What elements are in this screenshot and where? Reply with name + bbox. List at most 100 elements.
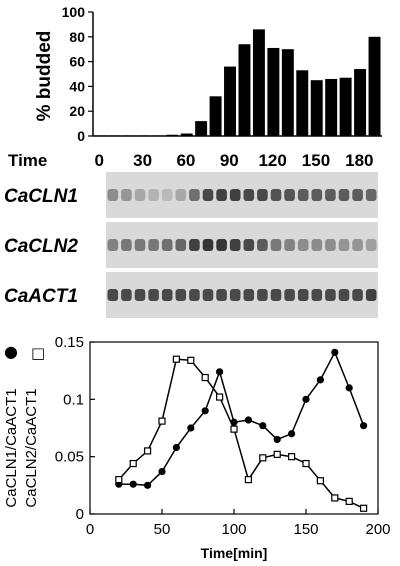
blot-band xyxy=(202,239,214,251)
time-tick-label: 150 xyxy=(302,151,330,170)
line-x-tick-label: 100 xyxy=(221,521,246,538)
blot-band xyxy=(216,239,227,251)
blot-background xyxy=(106,172,378,218)
blot-band xyxy=(325,239,336,251)
blot-band xyxy=(352,239,363,251)
ratio-line-chart: 0 50 100 150 200 0 0.05 0.1 0.15 Time[min] CaCLN… xyxy=(3,334,391,561)
bar xyxy=(368,36,381,136)
bar-y-tick-label: 40 xyxy=(69,78,85,94)
point-open-square xyxy=(244,476,252,484)
blot-label: CaCLN1 xyxy=(4,186,78,207)
point-filled-circle xyxy=(129,480,137,488)
point-open-square xyxy=(172,355,180,363)
bar-y-tick-label: 0 xyxy=(77,128,85,144)
bar xyxy=(296,70,309,136)
blot-band xyxy=(270,239,282,251)
budded-bar-chart: % budded 0 20 40 60 80 100 xyxy=(34,4,382,144)
point-filled-circle xyxy=(158,467,166,476)
point-open-square xyxy=(187,356,195,364)
time-tick-label: 0 xyxy=(94,151,103,170)
blot-band xyxy=(148,239,159,251)
blot-band xyxy=(161,189,173,201)
line-series xyxy=(115,348,368,512)
line-ylabel-1: CaCLN1/CaACT1 xyxy=(3,388,20,507)
bar xyxy=(180,133,193,136)
blot-band xyxy=(297,289,309,301)
point-open-square xyxy=(216,393,224,401)
point-filled-circle xyxy=(259,422,267,430)
series-line-filled-circle xyxy=(118,350,365,487)
blot-band xyxy=(121,189,132,201)
blot-band xyxy=(257,189,268,201)
blot-band xyxy=(257,289,268,301)
blot-band xyxy=(284,189,295,201)
blot-band xyxy=(338,239,350,251)
point-open-square xyxy=(273,450,281,458)
point-open-square xyxy=(129,459,137,468)
point-open-square xyxy=(259,454,267,462)
point-open-square xyxy=(360,504,368,512)
point-filled-circle xyxy=(345,384,353,392)
blot-band xyxy=(284,239,295,251)
time-tick-label: 60 xyxy=(176,151,195,170)
point-open-square xyxy=(302,459,310,468)
blot-band xyxy=(161,289,173,301)
line-y-tick-label: 0.05 xyxy=(55,449,84,466)
blot-band xyxy=(325,289,336,301)
point-open-square xyxy=(331,494,339,502)
blot-background xyxy=(106,222,378,268)
point-open-square xyxy=(230,425,238,433)
bar xyxy=(195,121,208,136)
blot-band xyxy=(134,189,146,201)
blot-band xyxy=(216,289,227,301)
blot-band xyxy=(257,239,268,251)
blot-label: CaCLN2 xyxy=(4,236,78,257)
bar xyxy=(209,96,222,136)
point-filled-circle xyxy=(216,368,224,376)
line-axes: 0 50 100 150 200 0 0.05 0.1 0.15 xyxy=(55,334,391,538)
point-filled-circle xyxy=(144,481,152,489)
point-filled-circle xyxy=(331,348,339,356)
bar xyxy=(252,29,265,136)
blot-band xyxy=(175,189,187,201)
blot-band xyxy=(311,289,323,301)
bar-y-tick-label: 20 xyxy=(69,103,85,119)
point-filled-circle xyxy=(302,395,310,403)
blot-band xyxy=(134,289,146,301)
blot-band xyxy=(161,239,173,251)
time-tick-labels: 0 30 60 90 120 150 180 xyxy=(94,151,373,170)
blot-band xyxy=(229,289,241,301)
blot-band xyxy=(148,189,159,201)
point-open-square xyxy=(144,447,152,455)
blot-band xyxy=(229,189,241,201)
blot-band xyxy=(243,189,255,201)
blot-band xyxy=(121,239,132,251)
line-xlabel: Time[min] xyxy=(201,545,268,561)
blot-band xyxy=(134,239,146,251)
blot-band xyxy=(175,289,187,301)
blot-band xyxy=(202,189,214,201)
blot-band xyxy=(216,189,227,201)
bar-y-tick-label: 100 xyxy=(62,4,86,20)
blot-band xyxy=(325,189,336,201)
blot-band xyxy=(229,239,241,251)
blot-band xyxy=(352,189,363,201)
point-filled-circle xyxy=(273,435,281,444)
blot-cacln1: CaCLN1 xyxy=(4,172,378,218)
line-x-tick-label: 150 xyxy=(293,521,318,538)
line-y-tick-label: 0.15 xyxy=(55,334,84,351)
point-filled-circle xyxy=(360,422,368,430)
point-open-square xyxy=(345,497,353,505)
bar xyxy=(339,77,352,136)
line-x-tick-label: 0 xyxy=(86,521,94,538)
time-tick-label: 120 xyxy=(258,151,286,170)
blot-band xyxy=(270,189,282,201)
blot-band xyxy=(297,239,309,251)
blot-band xyxy=(311,189,323,201)
blot-band xyxy=(202,289,214,301)
bar xyxy=(224,66,236,136)
blot-caact1: CaACT1 xyxy=(4,272,378,318)
blot-band xyxy=(365,289,377,301)
bar xyxy=(310,80,323,136)
